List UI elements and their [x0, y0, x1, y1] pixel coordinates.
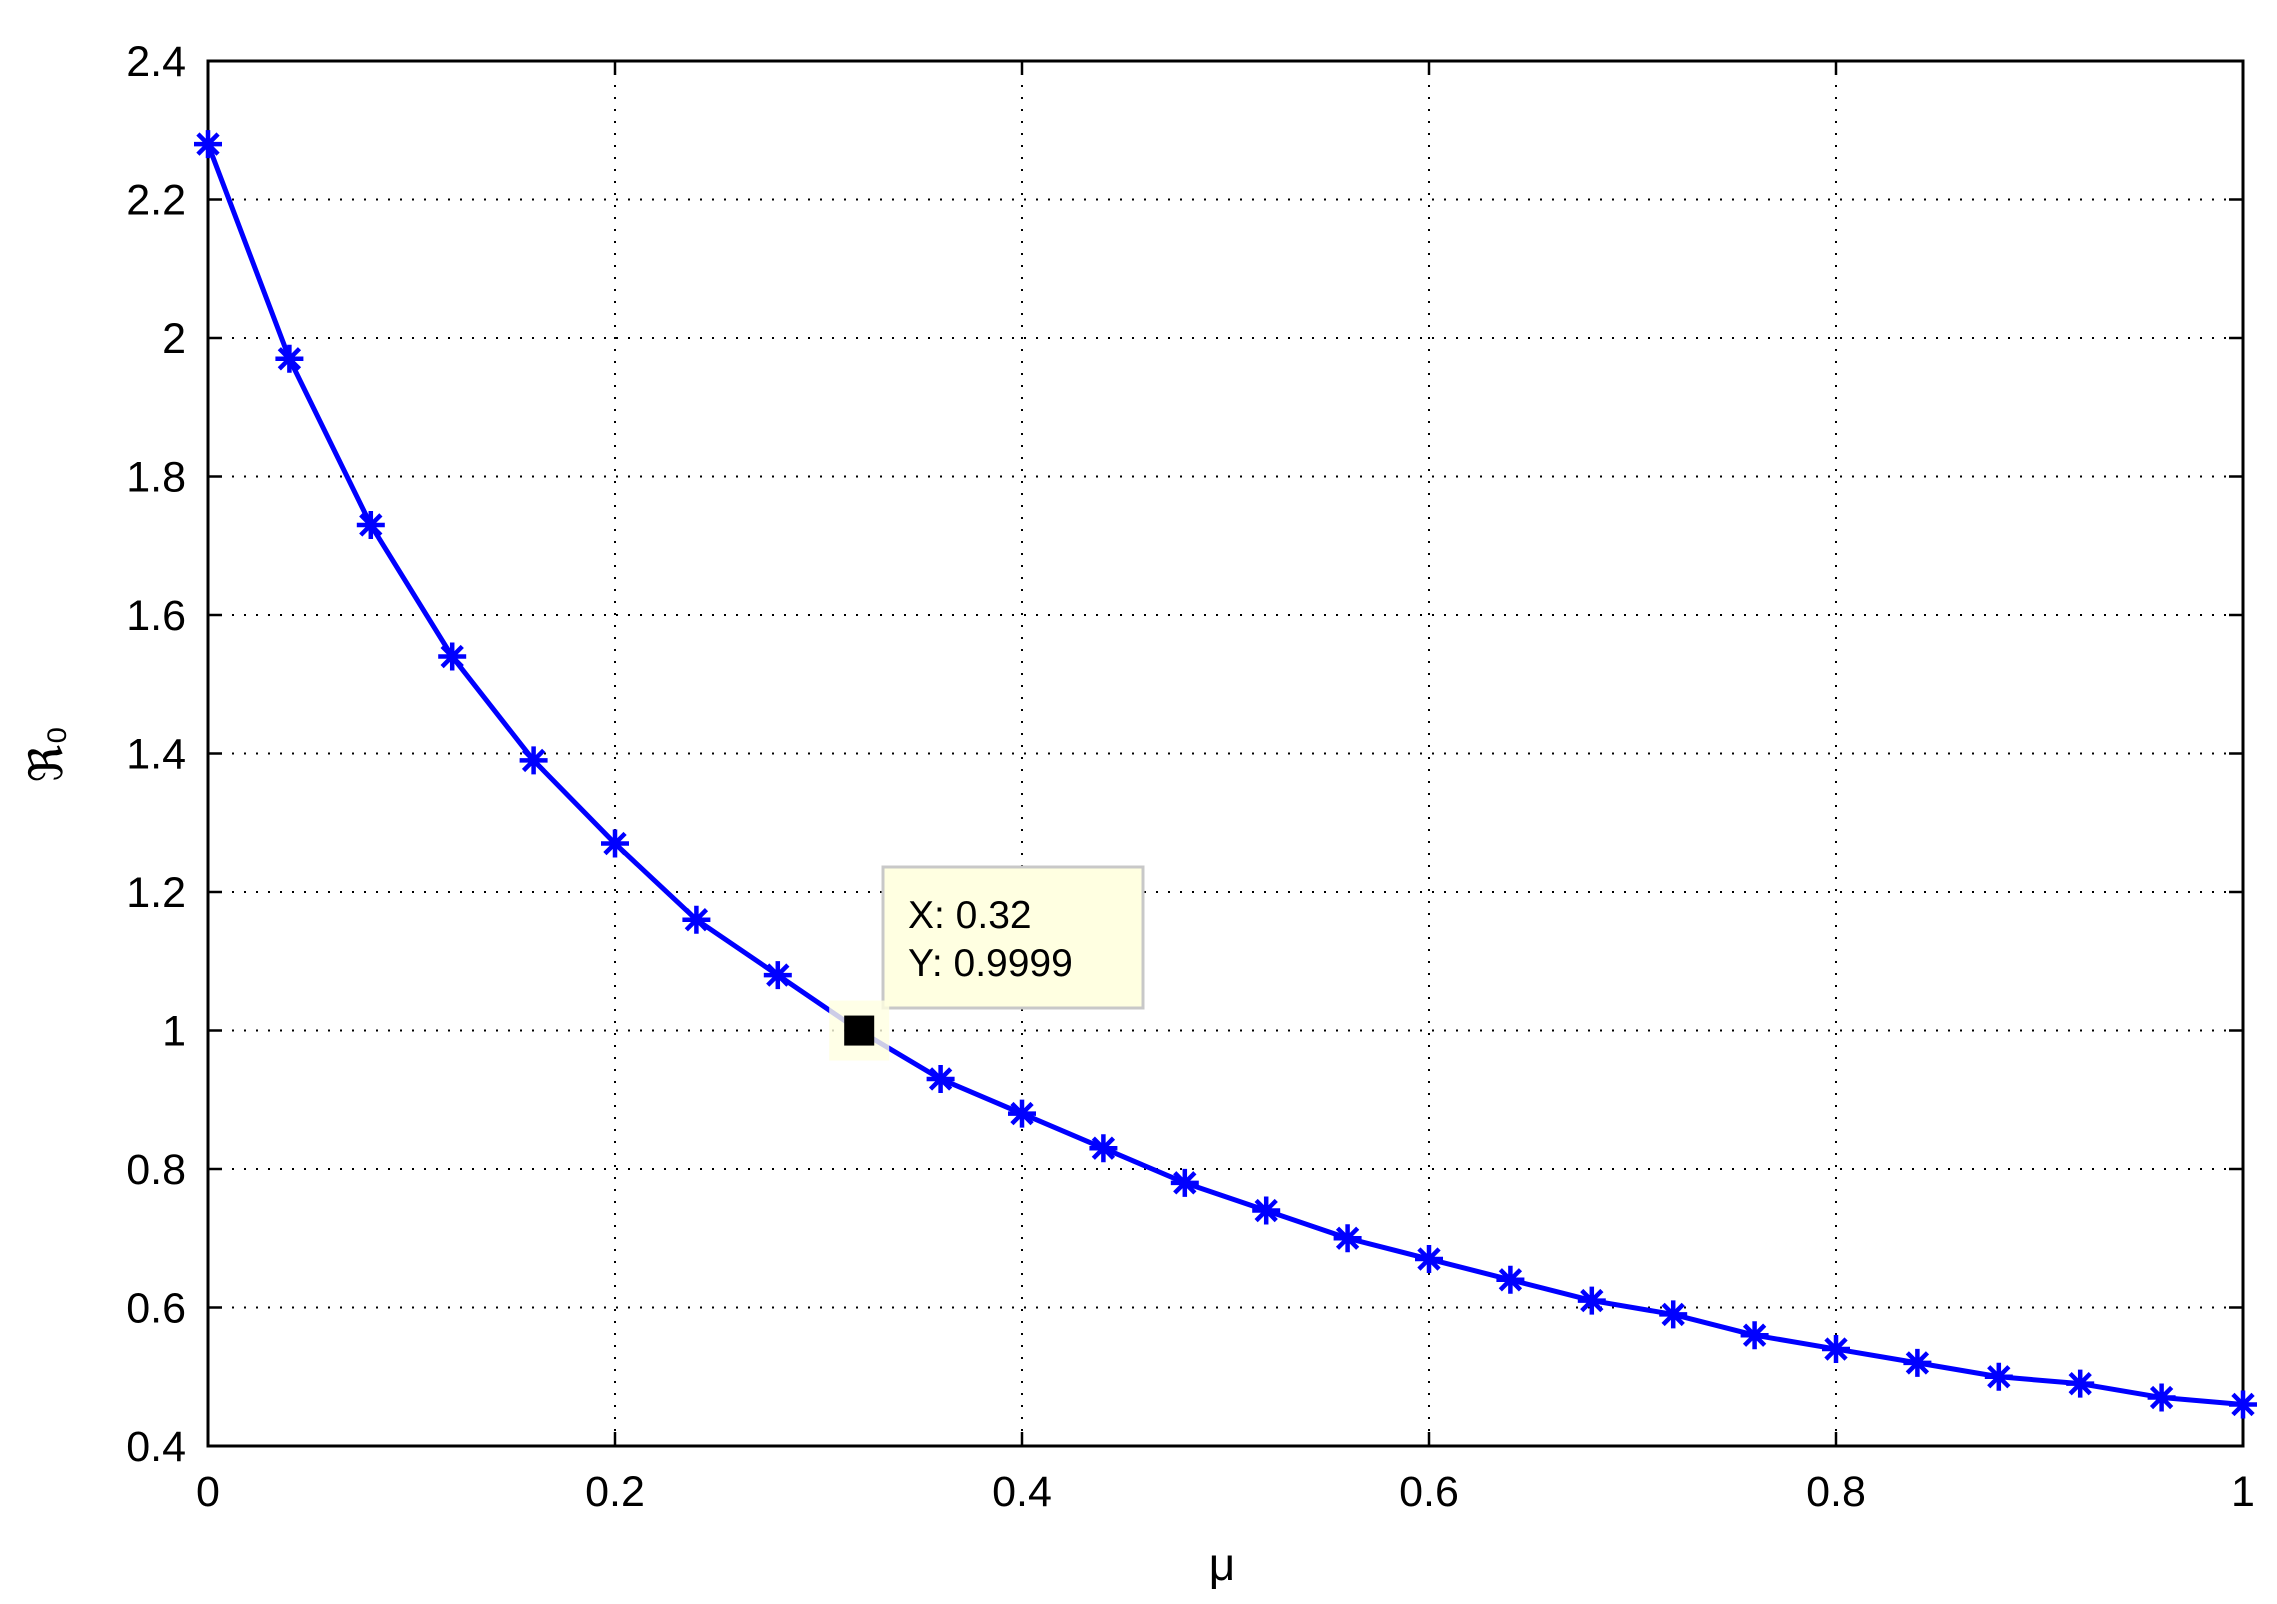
data-marker — [1415, 1245, 1443, 1274]
y-tick-label: 0.6 — [126, 1285, 186, 1333]
data-marker — [1170, 1168, 1199, 1197]
data-marker — [1903, 1348, 1932, 1377]
data-marker — [682, 905, 711, 934]
data-marker — [1496, 1265, 1525, 1294]
datatip-marker — [844, 1015, 875, 1046]
data-marker — [601, 829, 629, 858]
y-tick-label: 1.6 — [126, 592, 186, 640]
datatip-x-label: X: 0.32 — [908, 894, 1032, 937]
x-tick-label: 0 — [196, 1468, 220, 1516]
data-line — [205, 143, 2244, 1407]
x-tick-label: 0.4 — [992, 1468, 1052, 1516]
data-marker — [1984, 1362, 2013, 1391]
data-marker — [438, 642, 467, 671]
datatip-box — [881, 865, 1145, 1010]
data-marker — [2066, 1369, 2095, 1398]
data-marker — [926, 1064, 955, 1093]
y-tick-label: 0.4 — [126, 1423, 186, 1471]
data-marker — [1659, 1300, 1688, 1329]
data-marker — [1333, 1224, 1362, 1253]
data-marker — [763, 961, 792, 990]
y-tick-label: 1.4 — [126, 731, 186, 779]
datatip-y-label: Y: 0.9999 — [908, 942, 1073, 985]
data-marker — [2229, 1390, 2257, 1419]
y-tick-label: 2.2 — [126, 177, 186, 225]
x-axis-label: μ — [1209, 1538, 1236, 1590]
data-marker — [194, 130, 222, 159]
data-marker — [1577, 1286, 1606, 1315]
data-marker — [1089, 1134, 1118, 1163]
data-marker — [1822, 1335, 1850, 1364]
y-tick-label: 1.8 — [126, 454, 186, 502]
data-marker — [356, 510, 385, 539]
x-tick-label: 1 — [2231, 1468, 2255, 1516]
x-tick-label: 0.2 — [585, 1468, 645, 1516]
data-marker — [1252, 1196, 1281, 1225]
data-marker — [1008, 1099, 1036, 1128]
y-axis-label: ℜ₀ — [20, 726, 72, 783]
y-tick-label: 1.2 — [126, 869, 186, 917]
data-marker — [2147, 1383, 2176, 1412]
data-marker — [275, 344, 304, 373]
y-tick-label: 2.4 — [126, 38, 186, 86]
y-tick-label: 1 — [162, 1008, 186, 1056]
y-tick-label: 0.8 — [126, 1146, 186, 1194]
data-marker — [1740, 1321, 1769, 1350]
x-tick-label: 0.8 — [1806, 1468, 1866, 1516]
plot-frame — [206, 59, 2245, 1448]
y-tick-label: 2 — [162, 315, 186, 363]
data-marker — [519, 746, 548, 775]
x-tick-label: 0.6 — [1399, 1468, 1459, 1516]
